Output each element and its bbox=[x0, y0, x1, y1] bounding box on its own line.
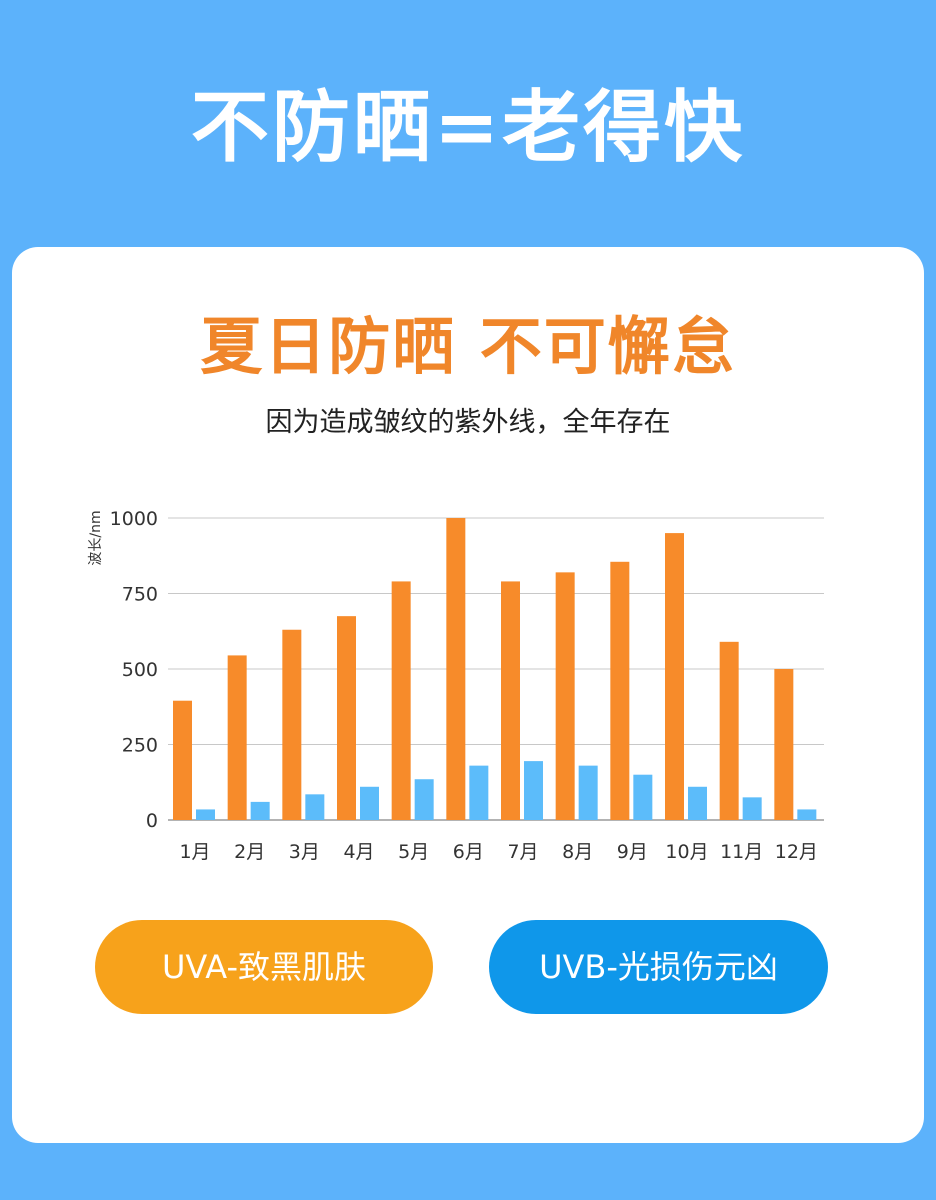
uva-bar bbox=[446, 518, 466, 820]
card-title: 夏日防晒 不可懈怠 bbox=[200, 310, 736, 383]
uvb-bar bbox=[688, 786, 707, 820]
uvb-bar bbox=[742, 797, 762, 820]
y-tick-label: 500 bbox=[122, 659, 158, 681]
uvb-bar bbox=[578, 765, 598, 820]
x-tick-label: 3月 bbox=[289, 841, 320, 863]
x-tick-label: 6月 bbox=[453, 841, 484, 863]
uvb-bar bbox=[524, 761, 543, 820]
uva-bar bbox=[227, 655, 247, 820]
y-tick-label: 250 bbox=[122, 735, 158, 757]
x-tick-label: 12月 bbox=[775, 841, 818, 863]
uvb-bar bbox=[414, 779, 434, 820]
uva-bar bbox=[774, 669, 794, 820]
uvb-bar bbox=[250, 801, 270, 820]
uvb-bar bbox=[633, 774, 653, 820]
chart-x-ticks: 1月 2月 3月 4月 5月 6月 7月 8月 9月 10月 11月 12月 bbox=[179, 841, 817, 863]
uva-bar bbox=[501, 581, 520, 820]
uva-bar bbox=[337, 616, 356, 820]
card-subtitle: 因为造成皱纹的紫外线，全年存在 bbox=[265, 407, 671, 438]
x-tick-label: 4月 bbox=[343, 841, 374, 863]
x-tick-label: 8月 bbox=[562, 841, 593, 863]
x-tick-label: 10月 bbox=[665, 841, 708, 863]
info-card: 夏日防晒 不可懈怠 因为造成皱纹的紫外线，全年存在 0 250 500 750 1000… bbox=[12, 247, 924, 1143]
uva-bar bbox=[282, 629, 302, 820]
y-tick-label: 0 bbox=[146, 810, 158, 832]
uva-button[interactable]: UVA-致黑肌肤 bbox=[95, 920, 433, 1014]
x-tick-label: 2月 bbox=[234, 841, 265, 863]
uva-bar bbox=[555, 572, 575, 820]
uva-bar bbox=[391, 581, 411, 820]
uvb-bar bbox=[360, 786, 379, 820]
x-tick-label: 5月 bbox=[398, 841, 429, 863]
x-tick-label: 1月 bbox=[179, 841, 210, 863]
y-tick-label: 1000 bbox=[110, 508, 158, 530]
x-tick-label: 9月 bbox=[617, 841, 648, 863]
uvb-button[interactable]: UVB-光损伤元凶 bbox=[489, 920, 828, 1014]
uvb-bar bbox=[469, 765, 489, 820]
uvb-bar bbox=[305, 794, 325, 820]
x-tick-label: 11月 bbox=[720, 841, 763, 863]
y-tick-label: 750 bbox=[122, 584, 158, 606]
uva-bar bbox=[665, 533, 684, 820]
uvb-bar bbox=[196, 809, 215, 820]
y-axis-label: 波长/nm bbox=[88, 510, 104, 565]
x-tick-label: 7月 bbox=[507, 841, 538, 863]
uvb-bar bbox=[797, 809, 817, 820]
chart-y-ticks: 0 250 500 750 1000 bbox=[110, 508, 158, 832]
uva-bar bbox=[610, 561, 630, 820]
page-title: 不防晒=老得快 bbox=[190, 83, 746, 173]
uva-bar bbox=[719, 641, 739, 820]
chart-gridlines bbox=[168, 517, 824, 821]
uva-bar bbox=[173, 700, 192, 820]
chart-bars bbox=[173, 518, 817, 820]
